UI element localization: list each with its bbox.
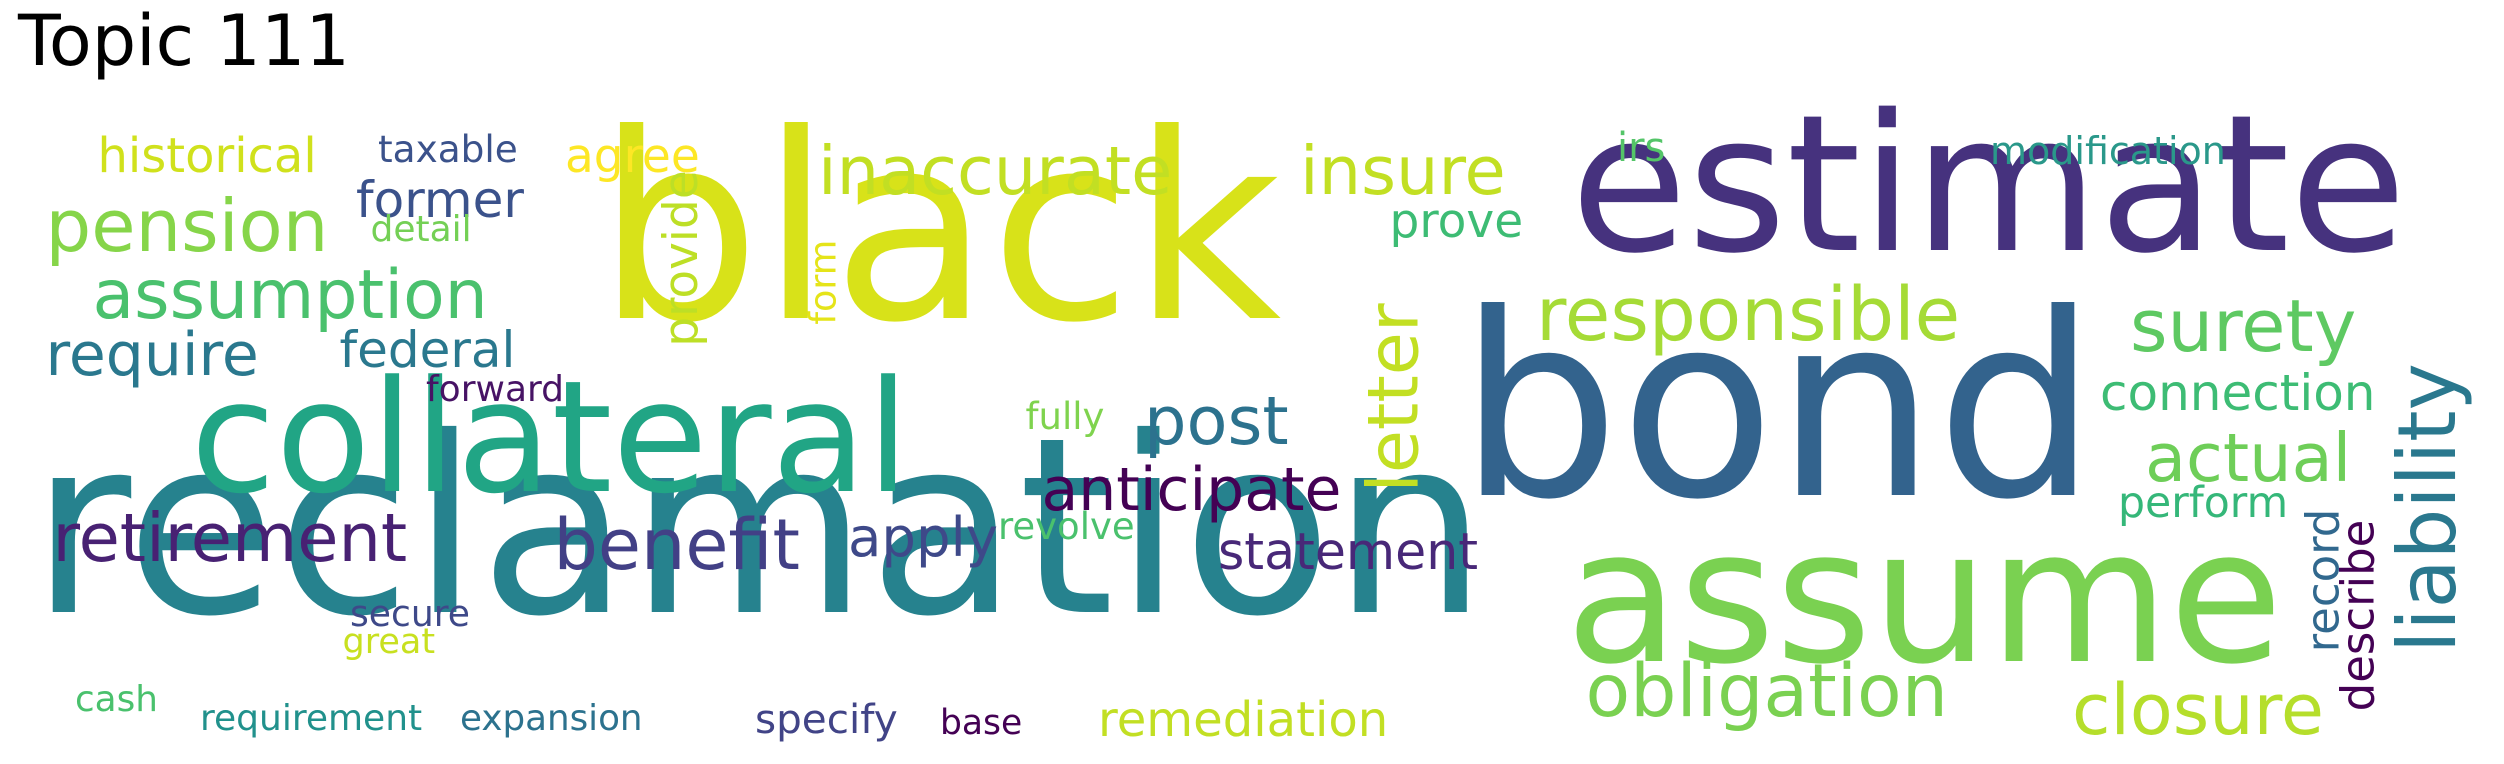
word-liability: liability — [2380, 362, 2474, 653]
word-fully: fully — [1025, 395, 1105, 438]
word-taxable: taxable — [378, 126, 518, 171]
word-surety: surety — [2130, 284, 2357, 368]
word-agree: agree — [565, 128, 700, 184]
word-statement: statement — [1218, 522, 1478, 581]
word-federal: federal — [339, 321, 516, 379]
word-historical: historical — [97, 128, 317, 184]
word-retirement: retirement — [52, 499, 408, 577]
word-inaccurate: inaccurate — [818, 132, 1173, 210]
word-bond: bond — [1458, 258, 2098, 555]
word-black: black — [596, 79, 1282, 379]
word-perform: perform — [2118, 478, 2289, 528]
word-provide: provide — [653, 170, 709, 347]
word-detail: detail — [370, 209, 472, 250]
word-closure: closure — [2072, 669, 2324, 751]
page-title: Topic 111 — [18, 0, 350, 82]
word-pension: pension — [45, 184, 329, 268]
word-form: form — [801, 239, 845, 325]
word-great: great — [342, 622, 436, 662]
word-modification: modification — [1990, 129, 2226, 173]
word-forward: forward — [426, 369, 565, 410]
word-prove: prove — [1389, 194, 1524, 249]
word-letter: letter — [1352, 302, 1435, 493]
word-secure: secure — [350, 592, 470, 635]
word-require: require — [45, 320, 259, 390]
word-collateral: collateral — [190, 347, 910, 528]
word-estimate: estimate — [1570, 74, 2407, 295]
word-cash: cash — [75, 679, 158, 720]
word-requirement: requirement — [200, 698, 423, 739]
word-former: former — [356, 171, 524, 229]
word-assume: assume — [1565, 489, 2283, 705]
word-base: base — [940, 703, 1023, 743]
word-apply: apply — [848, 505, 998, 569]
word-anticipate: anticipate — [1041, 455, 1342, 525]
word-obligation: obligation — [1585, 649, 1948, 734]
word-irs: irs — [1617, 125, 1666, 171]
word-post: post — [1144, 382, 1289, 460]
word-benefit: benefit — [553, 504, 800, 586]
word-reclamation: reclamation — [30, 385, 1488, 670]
word-revolve: revolve — [998, 505, 1135, 548]
word-responsible: responsible — [1536, 272, 1961, 358]
word-specify: specify — [755, 694, 898, 743]
word-connection: connection — [2100, 364, 2376, 422]
word-describe: describe — [2330, 519, 2384, 711]
word-remediation: remediation — [1098, 692, 1389, 748]
word-insure: insure — [1300, 132, 1506, 210]
word-assumption: assumption — [92, 256, 488, 335]
word-expansion: expansion — [460, 698, 643, 739]
word-actual: actual — [2145, 419, 2352, 497]
